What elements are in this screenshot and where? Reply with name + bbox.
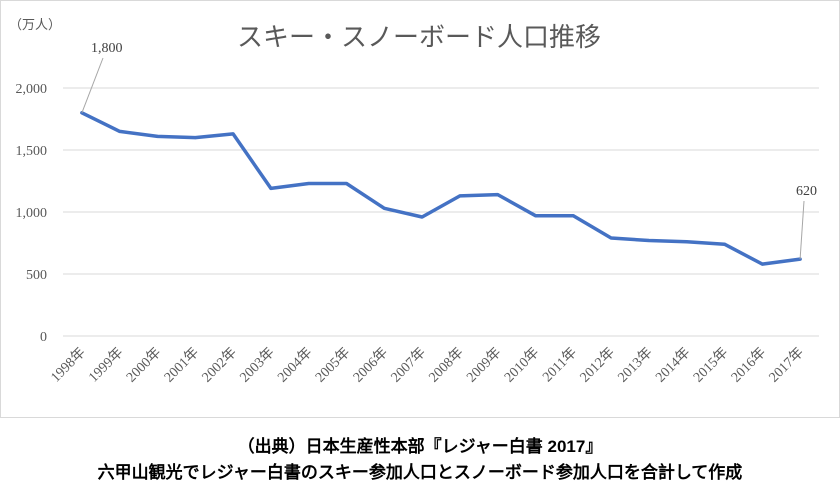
data-point (534, 214, 537, 218)
data-point (496, 193, 500, 197)
chart-title: スキー・スノーボード人口推移 (237, 23, 601, 52)
data-point (647, 239, 651, 243)
x-tick-label: 2006年 (350, 345, 391, 386)
annotation-leader (799, 200, 805, 260)
line-chart: （万人） スキー・スノーボード人口推移 05001,0001,5002,000 … (9, 17, 819, 386)
x-tick-label: 2017年 (766, 345, 807, 386)
x-tick-label: 2009年 (464, 345, 505, 386)
data-label: 1,800 (91, 41, 123, 56)
chart-frame: （万人） スキー・スノーボード人口推移 0 500 1,000 1,500 2,000 … (0, 0, 840, 418)
y-tick-label: 0 (40, 330, 47, 345)
data-point (231, 132, 235, 136)
data-point (760, 262, 764, 266)
series-line (80, 111, 802, 266)
x-tick-label: 2011年 (539, 345, 580, 386)
data-point (156, 134, 159, 138)
data-point (420, 215, 424, 219)
data-point (307, 181, 311, 185)
data-point (685, 240, 689, 244)
data-label: 620 (796, 184, 817, 199)
x-tick-label: 2008年 (426, 345, 467, 386)
annotation-leader (81, 57, 104, 113)
source-caption: （出典）日本生産性本部『レジャー白書 2017』 (237, 437, 603, 456)
x-tick-label: 2010年 (501, 345, 542, 386)
data-point (118, 129, 122, 133)
y-tick-label: 2,000 (16, 82, 48, 97)
unit-label: （万人） (9, 17, 61, 32)
x-tick-label: 2007年 (388, 345, 429, 386)
x-tick-label: 2013年 (615, 345, 656, 386)
method-caption: 六甲山観光でレジャー白書のスキー参加人口とスノーボード参加人口を合計して作成 (97, 463, 743, 482)
x-tick-label: 2001年 (161, 345, 202, 386)
x-tick-label: 1998年 (48, 345, 89, 386)
data-point (458, 194, 462, 198)
x-tick-label: 2015年 (690, 345, 731, 386)
data-point (723, 242, 726, 246)
x-tick-label: 2003年 (237, 345, 278, 386)
data-point (345, 181, 348, 185)
x-tick-label: 2005年 (312, 345, 353, 386)
data-point (193, 136, 197, 140)
y-tick-label: 1,500 (16, 144, 48, 159)
x-tick-label: 2014年 (653, 345, 694, 386)
x-tick-label: 2004年 (275, 345, 316, 386)
x-tick-label: 2016年 (728, 345, 769, 386)
data-point (382, 206, 386, 210)
x-tick-label: 2012年 (577, 345, 618, 386)
x-tick-label: 2002年 (199, 345, 240, 386)
x-tick-label: 1999年 (86, 345, 127, 386)
data-point (269, 186, 273, 190)
y-tick-label: 500 (26, 268, 47, 283)
x-tick-label: 2000年 (123, 345, 164, 386)
data-point (609, 236, 613, 240)
data-point (571, 214, 575, 218)
y-tick-label: 1,000 (16, 206, 48, 221)
